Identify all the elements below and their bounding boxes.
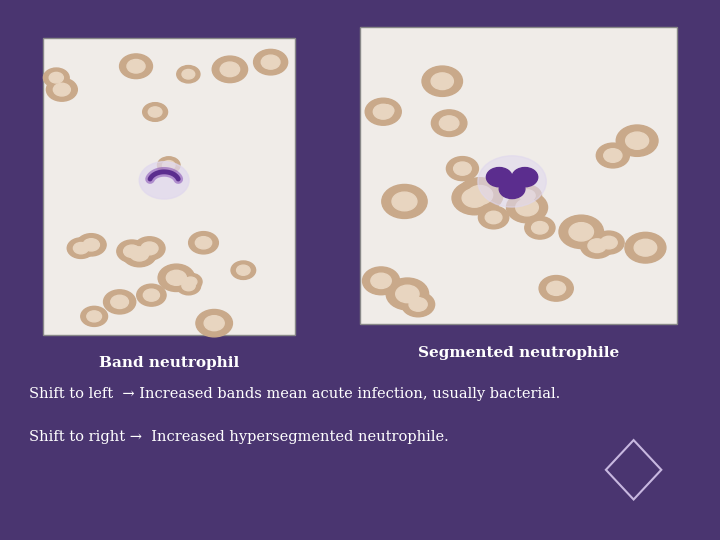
Circle shape xyxy=(531,221,548,234)
Text: Segmented neutrophile: Segmented neutrophile xyxy=(418,346,619,360)
Circle shape xyxy=(43,68,69,87)
Circle shape xyxy=(130,247,149,261)
Circle shape xyxy=(593,231,624,254)
Circle shape xyxy=(588,239,606,253)
Circle shape xyxy=(83,239,99,251)
Text: Shift to right →  Increased hypersegmented neutrophile.: Shift to right → Increased hypersegmente… xyxy=(29,430,449,444)
Circle shape xyxy=(231,261,256,279)
Circle shape xyxy=(73,242,89,254)
Circle shape xyxy=(182,70,194,79)
Circle shape xyxy=(182,281,195,291)
Circle shape xyxy=(604,148,622,163)
Circle shape xyxy=(46,78,77,101)
Circle shape xyxy=(177,65,200,83)
Circle shape xyxy=(539,275,573,301)
Circle shape xyxy=(76,234,106,256)
Circle shape xyxy=(179,273,202,291)
Circle shape xyxy=(626,132,649,149)
Circle shape xyxy=(580,233,613,258)
Circle shape xyxy=(81,306,107,326)
Circle shape xyxy=(158,157,180,174)
Circle shape xyxy=(525,217,555,239)
Circle shape xyxy=(117,240,147,262)
Circle shape xyxy=(204,316,224,330)
Circle shape xyxy=(454,162,471,175)
Circle shape xyxy=(625,232,666,263)
Circle shape xyxy=(122,241,156,267)
Circle shape xyxy=(195,237,212,249)
Circle shape xyxy=(520,190,535,201)
Circle shape xyxy=(53,83,71,96)
Circle shape xyxy=(457,178,503,212)
Text: Band neutrophil: Band neutrophil xyxy=(99,356,239,370)
Circle shape xyxy=(220,62,240,77)
FancyBboxPatch shape xyxy=(360,27,677,324)
Circle shape xyxy=(506,192,547,223)
Circle shape xyxy=(382,185,427,219)
Circle shape xyxy=(372,100,400,122)
Circle shape xyxy=(634,239,657,256)
Circle shape xyxy=(212,56,248,83)
Circle shape xyxy=(409,298,427,311)
Circle shape xyxy=(143,289,159,301)
Circle shape xyxy=(365,98,401,125)
Circle shape xyxy=(516,199,539,216)
Circle shape xyxy=(139,161,189,199)
Circle shape xyxy=(371,273,391,288)
Circle shape xyxy=(134,237,165,260)
Circle shape xyxy=(485,211,502,224)
Circle shape xyxy=(386,278,428,310)
Circle shape xyxy=(253,49,288,75)
Circle shape xyxy=(422,66,462,97)
Circle shape xyxy=(439,116,459,131)
Circle shape xyxy=(189,232,218,254)
Circle shape xyxy=(261,55,280,69)
Circle shape xyxy=(166,271,186,285)
Circle shape xyxy=(120,54,153,79)
Circle shape xyxy=(569,222,593,241)
Circle shape xyxy=(596,143,629,168)
Circle shape xyxy=(378,105,394,117)
Circle shape xyxy=(137,284,166,306)
Circle shape xyxy=(158,264,194,292)
Circle shape xyxy=(478,206,509,229)
Circle shape xyxy=(141,242,158,255)
Circle shape xyxy=(362,267,400,295)
Circle shape xyxy=(392,192,417,211)
Circle shape xyxy=(467,186,492,205)
Circle shape xyxy=(127,59,145,73)
Circle shape xyxy=(452,181,497,215)
Circle shape xyxy=(546,281,566,295)
Circle shape xyxy=(373,104,393,119)
Circle shape xyxy=(124,245,140,258)
Circle shape xyxy=(431,73,454,90)
Circle shape xyxy=(600,236,617,249)
Circle shape xyxy=(478,156,546,207)
Text: Shift to left  → Increased bands mean acute infection, usually bacterial.: Shift to left → Increased bands mean acu… xyxy=(29,387,560,401)
Circle shape xyxy=(402,292,435,317)
Circle shape xyxy=(487,167,512,187)
Circle shape xyxy=(49,72,63,83)
Circle shape xyxy=(67,238,94,259)
Circle shape xyxy=(196,309,233,337)
Circle shape xyxy=(176,276,201,295)
FancyBboxPatch shape xyxy=(43,38,295,335)
Circle shape xyxy=(396,285,419,303)
Circle shape xyxy=(446,157,478,180)
Circle shape xyxy=(499,179,525,199)
Circle shape xyxy=(431,110,467,137)
Circle shape xyxy=(237,265,250,275)
Circle shape xyxy=(111,295,128,308)
Circle shape xyxy=(148,107,162,117)
Circle shape xyxy=(513,185,541,206)
Circle shape xyxy=(559,215,603,248)
Circle shape xyxy=(184,277,197,286)
Circle shape xyxy=(462,188,487,207)
Circle shape xyxy=(512,167,538,187)
Circle shape xyxy=(104,290,136,314)
Circle shape xyxy=(87,311,102,322)
Circle shape xyxy=(143,103,168,122)
Circle shape xyxy=(616,125,658,157)
Circle shape xyxy=(163,160,175,170)
